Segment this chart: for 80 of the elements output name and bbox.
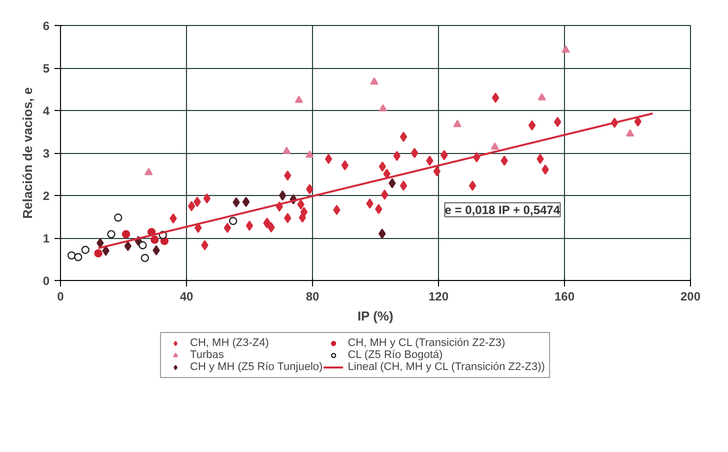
point: [433, 166, 441, 176]
point: [150, 236, 159, 244]
x-axis-title: IP (%): [357, 308, 394, 324]
point: [528, 120, 536, 130]
point: [67, 251, 76, 260]
point: [626, 129, 634, 136]
y-tick-label: 6: [42, 19, 50, 33]
y-tick-label: 5: [42, 62, 50, 76]
x-tick-label: 200: [680, 290, 701, 304]
point: [440, 150, 448, 160]
point: [490, 142, 499, 150]
point: [554, 116, 562, 128]
y-axis-title: Relación de vacios, e: [20, 87, 35, 219]
point: [194, 196, 201, 207]
point: [74, 253, 82, 262]
point: [140, 254, 150, 262]
point: [468, 180, 476, 191]
point: [144, 168, 153, 176]
point: [341, 160, 349, 170]
point: [381, 190, 388, 200]
y-tick-label: 3: [42, 146, 50, 160]
point: [383, 168, 390, 179]
point: [453, 120, 462, 128]
point: [306, 184, 314, 194]
x-tick-label: 0: [57, 290, 64, 304]
point: [426, 156, 434, 166]
point: [282, 146, 291, 154]
point: [500, 156, 508, 166]
point: [232, 197, 240, 208]
point: [538, 93, 546, 100]
point: [96, 238, 104, 248]
point: [124, 240, 132, 252]
point: [324, 154, 332, 164]
point: [370, 77, 378, 85]
point: [246, 220, 254, 231]
point: [229, 216, 238, 226]
point: [107, 230, 116, 238]
legend-label: CH y MH (Z5 Río Tunjuelo): [190, 361, 323, 373]
point: [294, 96, 304, 103]
point: [224, 222, 232, 233]
x-tick-label: 160: [554, 290, 575, 304]
point: [152, 245, 160, 256]
point: [562, 46, 570, 53]
point: [388, 178, 396, 188]
point: [378, 162, 386, 172]
y-tick-label: 0: [42, 274, 50, 288]
point: [81, 246, 90, 254]
point: [378, 104, 388, 112]
legend-label: CH, MH (Z3-Z4): [190, 337, 269, 349]
x-tick-label: 40: [180, 290, 194, 304]
point: [410, 148, 418, 158]
legend-label: Turbas: [190, 349, 224, 361]
point: [203, 193, 211, 204]
point: [393, 150, 401, 162]
annotation: e = 0,018 IP + 0,5474: [444, 202, 560, 217]
point: [306, 150, 314, 158]
x-tick-label: 80: [306, 290, 320, 304]
legend-label: Lineal (CH, MH y CL (Transición Z2-Z3)): [348, 361, 545, 373]
y-tick-label: 2: [42, 189, 50, 203]
legend-label: CL (Z5 Río Bogotá): [348, 349, 443, 361]
point: [188, 201, 196, 212]
y-tick-label: 1: [42, 232, 50, 246]
legend-label: CH, MH y CL (Transición Z2-Z3): [348, 337, 506, 349]
point: [378, 228, 386, 239]
point: [114, 214, 122, 222]
point: [102, 246, 110, 256]
point: [400, 180, 408, 191]
point: [122, 230, 130, 238]
point: [278, 190, 286, 201]
point: [201, 240, 208, 250]
point: [138, 241, 147, 250]
y-tick-label: 4: [42, 104, 50, 118]
x-tick-label: 120: [428, 290, 449, 304]
point: [375, 204, 382, 214]
point: [298, 212, 306, 223]
point: [94, 249, 102, 258]
point: [400, 132, 408, 142]
point: [492, 92, 500, 103]
point: [268, 222, 275, 232]
point: [242, 196, 250, 207]
